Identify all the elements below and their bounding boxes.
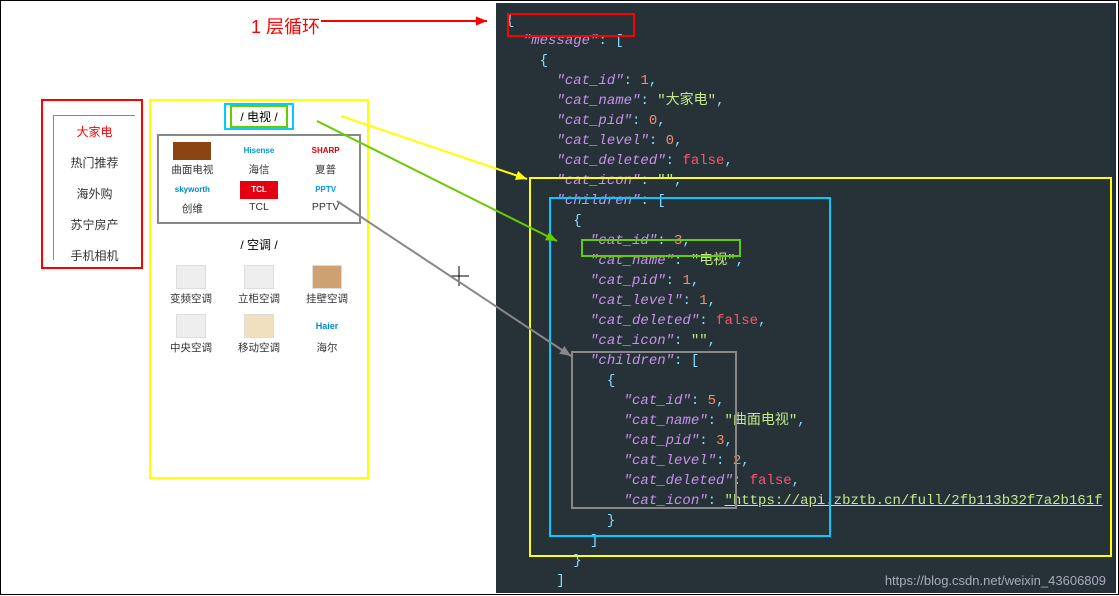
ac-icon [244,314,274,338]
code-line: "cat_pid": 3, [506,431,1106,451]
brand-label: 创维 [163,201,221,216]
brand-logo: TCL [240,181,278,199]
code-line: "cat_name": "曲面电视", [506,411,1106,431]
code-line: "cat_pid": 0, [506,111,1106,131]
code-line: "children": [ [506,351,1106,371]
sidebar-box: 大家电热门推荐海外购苏宁房产手机相机 [41,99,143,269]
ac-icon: Haier [312,314,342,338]
brand-label: TCL [230,201,288,213]
loop-label: 1 层循环 [251,13,320,39]
brand-row: 曲面电视 Hisense 海信 SHARP 夏普 [159,140,359,179]
code-line: "cat_icon": "", [506,171,1106,191]
brand-logo [173,142,211,160]
code-line: ] [506,531,1106,551]
brand-logo: SHARP [307,142,345,160]
code-pane: { "message": [ { "cat_id": 1, "cat_name"… [496,3,1116,593]
ac-row: 中央空调移动空调 Haier 海尔 [157,310,361,359]
ac-cell[interactable]: 移动空调 [230,314,288,355]
code-line: "cat_id": 1, [506,71,1106,91]
brand-label: PPTV [297,201,355,213]
ac-cell[interactable]: 中央空调 [162,314,220,355]
ac-label: 海尔 [298,340,356,355]
code-line: "cat_icon": "", [506,331,1106,351]
ac-label: 立柜空调 [230,291,288,306]
code-line: "cat_name": "大家电", [506,91,1106,111]
brand-label: 曲面电视 [163,162,221,177]
ac-label: 挂壁空调 [298,291,356,306]
brand-cell[interactable]: skyworth 创维 [163,181,221,216]
code-line: "cat_level": 0, [506,131,1106,151]
code-line: { [506,11,1106,31]
brand-label: 海信 [230,162,288,177]
brand-label: 夏普 [297,162,355,177]
ac-icon [244,265,274,289]
watermark: https://blog.csdn.net/weixin_43606809 [885,573,1106,588]
ac-icon [312,265,342,289]
sidebar-item[interactable]: 海外购 [54,178,135,209]
sidebar-inner: 大家电热门推荐海外购苏宁房产手机相机 [53,115,135,260]
sidebar-item[interactable]: 手机相机 [54,240,135,271]
sidebar-item[interactable]: 大家电 [54,116,135,147]
section2-title: / 空调 / [151,228,367,261]
brand-grid: 曲面电视 Hisense 海信 SHARP 夏普 skyworth 创维 TCL TCL PPTV… [157,134,361,224]
code-line: "children": [ [506,191,1106,211]
code-line: "cat_level": 2, [506,451,1106,471]
code-line: { [506,51,1106,71]
brand-cell[interactable]: Hisense 海信 [230,142,288,177]
ac-icon [176,314,206,338]
code-line: "cat_deleted": false, [506,151,1106,171]
section1-title: / 电视 / [230,105,287,128]
sidebar-item[interactable]: 热门推荐 [54,147,135,178]
code-line: "cat_deleted": false, [506,311,1106,331]
section1-header-wrap: / 电视 / [151,103,367,130]
code-line: "cat_icon": "https://api.zbztb.cn/full/2… [506,491,1106,511]
ac-row: 变频空调立柜空调挂壁空调 [157,261,361,310]
brand-logo: PPTV [307,181,345,199]
content-box: / 电视 / 曲面电视 Hisense 海信 SHARP 夏普 skyworth 创维 TCL… [149,99,369,479]
brand-cell[interactable]: TCL TCL [230,181,288,216]
code-line: "cat_level": 1, [506,291,1106,311]
code-line: "cat_name": "电视", [506,251,1106,271]
brand-logo: skyworth [173,181,211,199]
ac-cell[interactable]: Haier 海尔 [298,314,356,355]
code-line: { [506,211,1106,231]
brand-row: skyworth 创维 TCL TCL PPTV PPTV [159,179,359,218]
code-line: { [506,371,1106,391]
code-line: } [506,551,1106,571]
code-line: "cat_pid": 1, [506,271,1106,291]
sidebar-item[interactable]: 苏宁房产 [54,209,135,240]
ac-label: 中央空调 [162,340,220,355]
brand-cell[interactable]: PPTV PPTV [297,181,355,216]
brand-logo: Hisense [240,142,278,160]
ac-cell[interactable]: 变频空调 [162,265,220,306]
code-line: } [506,511,1106,531]
code-line: "cat_id": 3, [506,231,1106,251]
ac-icon [176,265,206,289]
code-line: "message": [ [506,31,1106,51]
ac-label: 移动空调 [230,340,288,355]
ac-label: 变频空调 [162,291,220,306]
code-line: "cat_deleted": false, [506,471,1106,491]
code-line: "cat_id": 5, [506,391,1106,411]
ac-cell[interactable]: 挂壁空调 [298,265,356,306]
ac-cell[interactable]: 立柜空调 [230,265,288,306]
cursor-cross-icon [449,266,469,286]
brand-cell[interactable]: 曲面电视 [163,142,221,177]
brand-cell[interactable]: SHARP 夏普 [297,142,355,177]
ac-grid: 变频空调立柜空调挂壁空调中央空调移动空调 Haier 海尔 [157,261,361,359]
canvas: 1 层循环 大家电热门推荐海外购苏宁房产手机相机 / 电视 / 曲面电视 Hise… [0,0,1119,595]
arrow-head-icon [476,16,487,25]
